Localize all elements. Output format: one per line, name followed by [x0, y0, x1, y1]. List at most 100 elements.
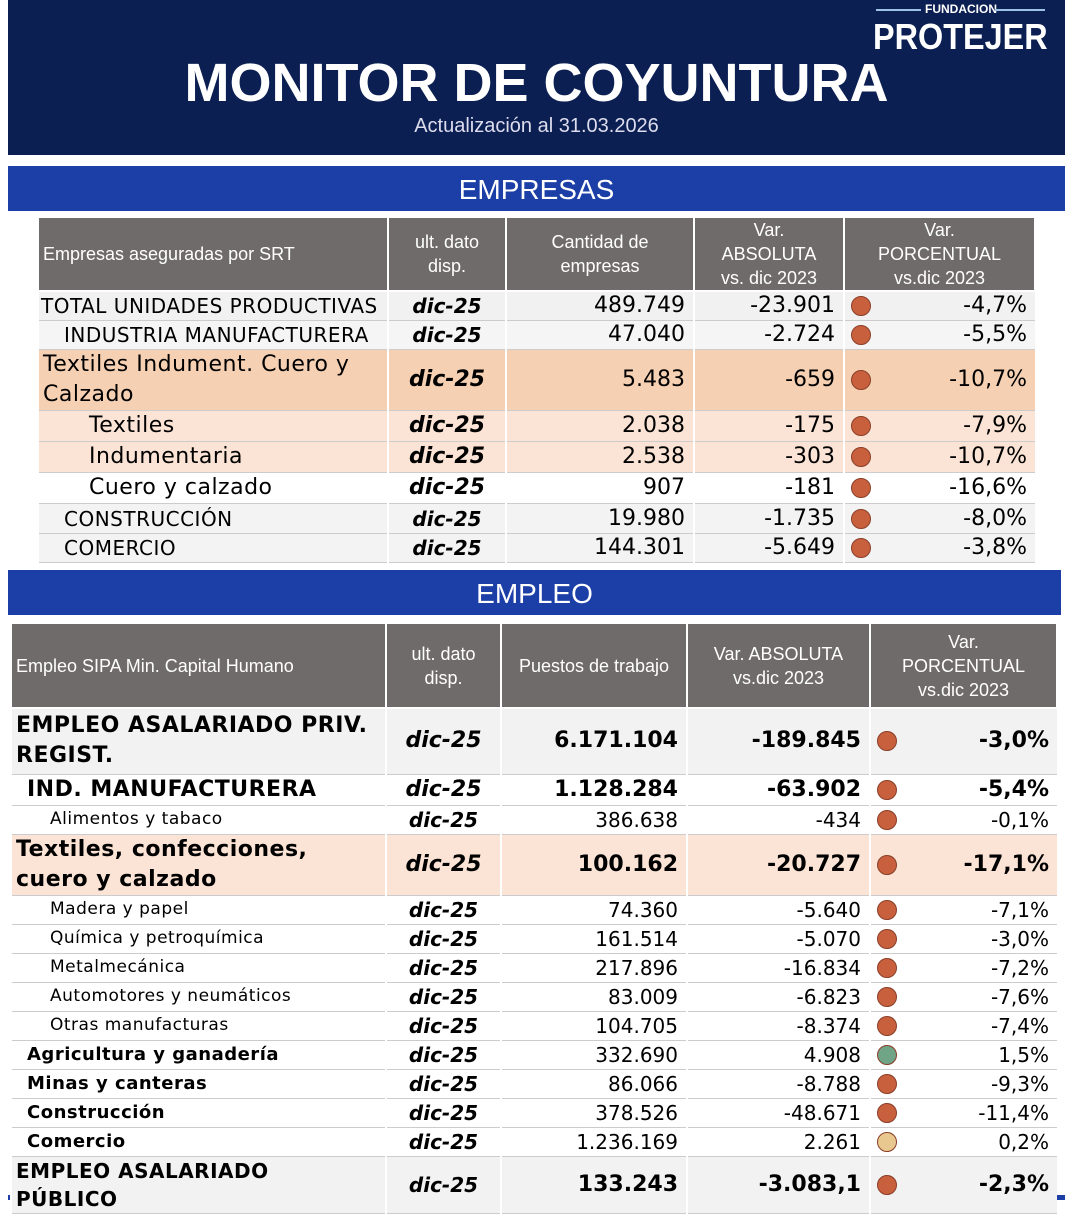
table-row: TOTAL UNIDADES PRODUCTIVAS dic-25 489.749-…	[37, 291, 1035, 321]
subtitle: Actualización al 31.03.2026	[414, 115, 659, 137]
column-header: Var. PORCENTUAL vs.dic 2023	[843, 216, 1036, 292]
date-cell: dic-25	[387, 349, 506, 411]
status-dot	[877, 1073, 897, 1094]
status-dot	[877, 1044, 897, 1065]
row-label: COMERCIO	[37, 533, 388, 563]
section-bar: EMPLEO	[8, 570, 1061, 615]
section-bar: EMPRESAS	[8, 166, 1065, 211]
date-cell: dic-25	[385, 774, 501, 806]
status-dot	[877, 1102, 897, 1123]
value-cell: -8.788	[686, 1069, 870, 1099]
percent-cell: 0,2%	[869, 1127, 1057, 1157]
table-row: Química y petroquímica dic-25 161.514 -5.07…	[10, 924, 1057, 954]
percent-cell: -5,5%	[843, 320, 1035, 350]
percent-value: -4,7%	[963, 293, 1027, 318]
logo-line	[876, 9, 921, 11]
value-cell: 104.705	[500, 1011, 687, 1041]
value-cell: 332.690	[500, 1040, 687, 1070]
percent-value: -3,0%	[978, 728, 1049, 754]
value-cell: 1.236.169	[500, 1127, 687, 1157]
status-dot	[851, 296, 871, 316]
data-table: Empleo SIPA Min. Capital Humano ult. dato…	[10, 622, 1058, 1214]
value-cell: -20.727	[686, 834, 870, 896]
title: MONITOR DE COYUNTURA	[184, 53, 889, 113]
value-cell: 47.040	[505, 320, 694, 350]
row-label: TOTAL UNIDADES PRODUCTIVAS	[37, 291, 388, 321]
table-row: COMERCIO dic-25 144.301 -5.649 -3,8%	[37, 533, 1035, 563]
value-cell: 133.243	[500, 1156, 687, 1214]
date-cell: dic-25	[385, 924, 501, 954]
table-row: EMPLEO ASALARIADO PÚBLICO dic-25 133.243 -3…	[10, 1156, 1057, 1214]
value-cell: 2.538	[505, 441, 694, 473]
value-cell: 489.749	[505, 291, 694, 321]
status-dot	[851, 325, 871, 345]
percent-cell: -3,0%	[869, 924, 1057, 954]
value-cell: -8.374	[686, 1011, 870, 1041]
date-cell: dic-25	[387, 503, 506, 534]
row-label: Minas y canteras	[10, 1069, 386, 1099]
status-dot	[877, 809, 897, 830]
row-label: Automotores y neumáticos	[10, 982, 386, 1012]
percent-value: -17,1%	[963, 851, 1049, 877]
status-dot	[851, 478, 871, 498]
date-cell: dic-25	[385, 1011, 501, 1041]
value-cell: -189.845	[686, 708, 870, 775]
percent-value: -9,3%	[990, 1071, 1049, 1096]
percent-value: -2,3%	[978, 1171, 1049, 1197]
value-cell: -63.902	[686, 774, 870, 806]
date-cell: dic-25	[385, 708, 501, 775]
status-dot	[851, 370, 871, 390]
date-cell: dic-25	[385, 1098, 501, 1128]
value-cell: 74.360	[500, 895, 687, 925]
column-header: Cantidad de empresas	[505, 216, 695, 292]
value-cell: 378.526	[500, 1098, 687, 1128]
value-cell: -434	[686, 805, 870, 835]
status-dot	[877, 899, 897, 920]
percent-value: -5,5%	[963, 322, 1027, 347]
table-row: INDUSTRIA MANUFACTURERA dic-25 47.040 -2.72…	[37, 320, 1035, 350]
row-label: Agricultura y ganadería	[10, 1040, 386, 1070]
value-cell: -2.724	[693, 320, 844, 350]
percent-cell: -2,3%	[869, 1156, 1057, 1214]
percent-value: -7,1%	[990, 897, 1049, 922]
table-row: Automotores y neumáticos dic-25 83.009 -6.8…	[10, 982, 1057, 1012]
column-header: ult. dato disp.	[385, 622, 502, 709]
value-cell: -175	[693, 410, 844, 442]
percent-value: -7,9%	[963, 413, 1027, 438]
status-dot	[851, 508, 871, 529]
percent-value: 0,2%	[998, 1129, 1049, 1154]
status-dot	[877, 957, 897, 978]
percent-value: -8,0%	[963, 505, 1027, 531]
percent-value: -11,4%	[978, 1100, 1049, 1125]
row-label: IND. MANUFACTURERA	[10, 774, 386, 806]
table-row: EMPLEO ASALARIADO PRIV. REGIST. dic-25 6.1…	[10, 708, 1057, 775]
percent-value: -10,7%	[949, 367, 1027, 392]
table-row: Madera y papel dic-25 74.360 -5.640 -7,1%	[10, 895, 1057, 925]
percent-value: -3,8%	[963, 535, 1027, 560]
value-cell: 144.301	[505, 533, 694, 563]
percent-cell: -10,7%	[843, 441, 1035, 473]
date-cell: dic-25	[385, 1069, 501, 1099]
column-header: Var. ABSOLUTA vs.dic 2023	[686, 622, 871, 709]
value-cell: 217.896	[500, 953, 687, 983]
percent-cell: -8,0%	[843, 503, 1035, 534]
percent-cell: 1,5%	[869, 1040, 1057, 1070]
value-cell: 86.066	[500, 1069, 687, 1099]
status-dot	[877, 986, 897, 1007]
percent-cell: -4,7%	[843, 291, 1035, 321]
date-cell: dic-25	[387, 320, 506, 350]
status-dot	[877, 1131, 897, 1152]
data-table: Empresas aseguradas por SRT ult. dato dis…	[37, 216, 1036, 563]
percent-value: -3,0%	[990, 926, 1049, 951]
table-row: Agricultura y ganadería dic-25 332.690 4.90…	[10, 1040, 1057, 1070]
row-label: Textiles	[37, 410, 388, 442]
row-label: EMPLEO ASALARIADO PRIV. REGIST.	[10, 708, 386, 775]
date-cell: dic-25	[385, 1040, 501, 1070]
value-cell: 19.980	[505, 503, 694, 534]
table-row: Metalmecánica dic-25 217.896 -16.834 -7,2%	[10, 953, 1057, 983]
percent-cell: -3,0%	[869, 708, 1057, 775]
percent-value: -5,4%	[978, 776, 1049, 802]
status-dot	[877, 928, 897, 949]
value-cell: -181	[693, 472, 844, 504]
